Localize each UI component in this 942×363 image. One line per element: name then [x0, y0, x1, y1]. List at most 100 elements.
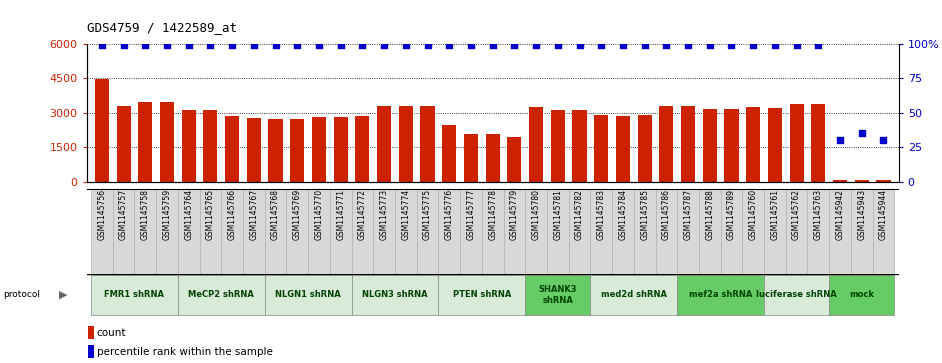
Point: [702, 42, 717, 48]
Bar: [508, 136, 522, 182]
Text: PTEN shRNA: PTEN shRNA: [452, 290, 511, 299]
Point: [507, 42, 522, 48]
Text: GSM1145774: GSM1145774: [401, 189, 411, 240]
Text: GSM1145758: GSM1145758: [140, 189, 150, 240]
Point: [181, 42, 196, 48]
Text: ▶: ▶: [59, 290, 68, 300]
Point: [159, 42, 174, 48]
Text: GSM1145756: GSM1145756: [97, 189, 106, 240]
Bar: [721, 189, 742, 274]
Bar: [612, 189, 634, 274]
Point: [355, 42, 370, 48]
Point: [463, 42, 479, 48]
Point: [485, 42, 500, 48]
Bar: [268, 119, 283, 182]
Text: GSM1145785: GSM1145785: [641, 189, 649, 240]
Text: GSM1145767: GSM1145767: [250, 189, 258, 240]
Bar: [420, 106, 434, 182]
Bar: [463, 134, 478, 182]
Bar: [312, 117, 326, 182]
Text: GSM1145780: GSM1145780: [531, 189, 541, 240]
Bar: [789, 105, 804, 182]
Bar: [438, 189, 460, 274]
Bar: [486, 134, 499, 182]
Bar: [203, 110, 218, 182]
Bar: [569, 189, 591, 274]
Point: [442, 42, 457, 48]
Bar: [91, 189, 113, 274]
Text: GSM1145782: GSM1145782: [575, 189, 584, 240]
Text: NLGN3 shRNA: NLGN3 shRNA: [362, 290, 428, 299]
Point: [312, 42, 327, 48]
Bar: [677, 275, 764, 315]
Bar: [265, 189, 286, 274]
Bar: [351, 189, 373, 274]
Bar: [373, 189, 395, 274]
Point: [833, 137, 848, 143]
Point: [637, 42, 652, 48]
Point: [377, 42, 392, 48]
Text: GSM1145771: GSM1145771: [336, 189, 345, 240]
Text: GSM1145773: GSM1145773: [380, 189, 389, 240]
Bar: [460, 189, 481, 274]
Text: GSM1145759: GSM1145759: [163, 189, 171, 240]
Text: FMR1 shRNA: FMR1 shRNA: [105, 290, 165, 299]
Text: mef2a shRNA: mef2a shRNA: [689, 290, 753, 299]
Bar: [764, 275, 829, 315]
Bar: [594, 115, 609, 182]
Bar: [677, 189, 699, 274]
Bar: [117, 106, 131, 182]
Bar: [265, 275, 351, 315]
Bar: [156, 189, 178, 274]
Point: [203, 42, 218, 48]
Text: mock: mock: [850, 290, 874, 299]
Point: [876, 137, 891, 143]
Text: GSM1145757: GSM1145757: [119, 189, 128, 240]
Text: med2d shRNA: med2d shRNA: [601, 290, 667, 299]
Bar: [634, 189, 656, 274]
Point: [420, 42, 435, 48]
Text: GSM1145788: GSM1145788: [706, 189, 714, 240]
Bar: [786, 189, 807, 274]
Bar: [333, 117, 348, 182]
Bar: [308, 189, 330, 274]
Bar: [638, 115, 652, 182]
Text: GSM1145769: GSM1145769: [293, 189, 301, 240]
Text: GSM1145944: GSM1145944: [879, 189, 888, 240]
Bar: [829, 189, 851, 274]
Text: luciferase shRNA: luciferase shRNA: [756, 290, 837, 299]
Point: [290, 42, 305, 48]
Point: [550, 42, 565, 48]
Text: GSM1145778: GSM1145778: [488, 189, 497, 240]
Bar: [247, 118, 261, 182]
Bar: [833, 180, 847, 182]
Bar: [395, 189, 416, 274]
Point: [528, 42, 544, 48]
Bar: [355, 116, 369, 182]
Bar: [200, 189, 221, 274]
Text: GSM1145775: GSM1145775: [423, 189, 432, 240]
Bar: [160, 102, 174, 182]
Point: [116, 42, 131, 48]
Bar: [504, 189, 526, 274]
Bar: [88, 345, 94, 358]
Bar: [529, 107, 544, 182]
Bar: [854, 180, 869, 182]
Bar: [290, 119, 304, 182]
Bar: [742, 189, 764, 274]
Bar: [551, 110, 565, 182]
Point: [789, 42, 804, 48]
Bar: [95, 79, 109, 182]
Bar: [807, 189, 829, 274]
Bar: [829, 275, 894, 315]
Text: SHANK3
shRNA: SHANK3 shRNA: [539, 285, 577, 305]
Bar: [703, 109, 717, 182]
Bar: [135, 189, 156, 274]
Text: GSM1145781: GSM1145781: [553, 189, 562, 240]
Bar: [872, 189, 894, 274]
Point: [224, 42, 239, 48]
Point: [854, 130, 869, 136]
Text: GSM1145772: GSM1145772: [358, 189, 366, 240]
Bar: [811, 105, 825, 182]
Point: [138, 42, 153, 48]
